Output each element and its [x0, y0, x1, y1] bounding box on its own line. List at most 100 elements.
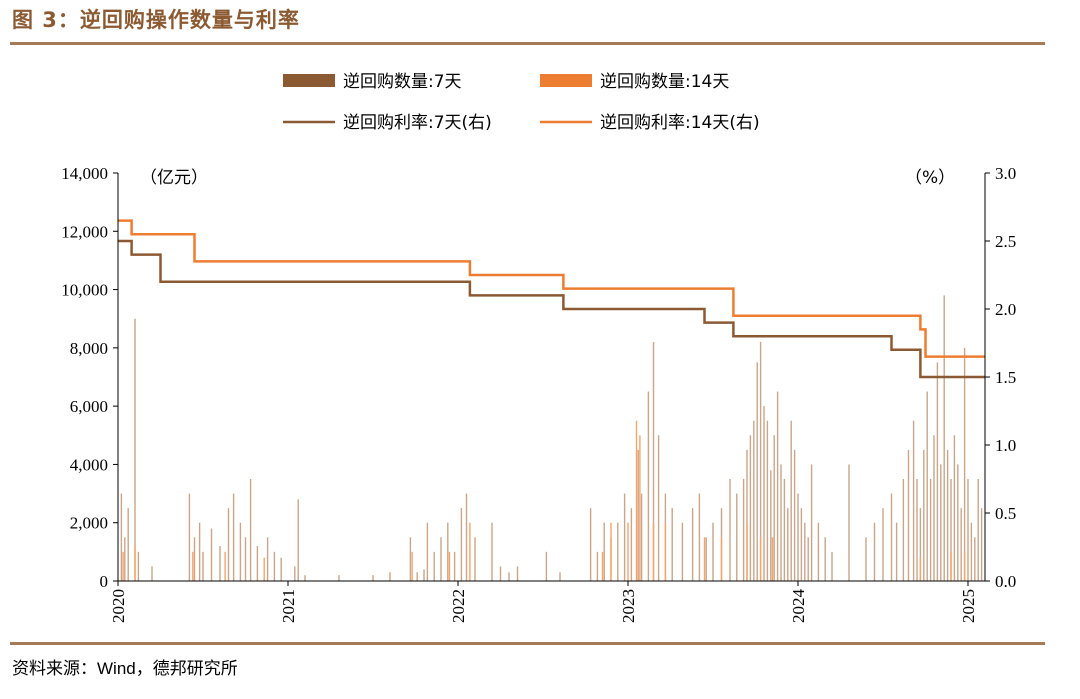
bar-7d	[516, 566, 519, 581]
bar-7d	[797, 493, 799, 581]
bar-7d	[936, 362, 939, 581]
bar-7d	[804, 522, 806, 581]
bar-7d	[919, 508, 922, 581]
bar-7d	[977, 479, 979, 581]
bar-7d	[967, 479, 969, 581]
bar-14d	[610, 522, 612, 581]
bar-7d	[338, 575, 340, 581]
bar-7d	[763, 406, 765, 581]
bar-7d	[232, 493, 235, 581]
bar-14d	[192, 551, 194, 581]
right-tick-label: 0.0	[995, 572, 1016, 591]
bar-7d	[474, 537, 476, 581]
bar-14d	[639, 435, 641, 581]
x-tick-label: 2024	[789, 589, 808, 624]
bar-7d	[508, 572, 510, 581]
bar-14d	[601, 551, 604, 581]
bar-7d	[940, 464, 942, 581]
bar-7d	[423, 569, 425, 581]
left-tick-label: 8,000	[70, 339, 108, 358]
bar-7d	[127, 508, 129, 581]
bar-7d	[749, 435, 752, 581]
bar-7d	[848, 464, 850, 581]
bar-7d	[647, 391, 650, 581]
bar-7d	[950, 479, 952, 581]
bar-7d	[244, 537, 247, 581]
bar-7d	[776, 391, 779, 581]
bar-7d	[491, 522, 493, 581]
legend-label: 逆回购利率:7天(右)	[343, 113, 492, 133]
bar-14d	[627, 522, 629, 581]
bar-7d	[652, 342, 655, 581]
bar-7d	[219, 546, 221, 581]
bar-7d	[780, 464, 782, 581]
x-tick-label: 2023	[619, 589, 638, 623]
right-tick-label: 2.0	[995, 300, 1016, 319]
bar-7d	[499, 566, 502, 581]
bar-7d	[372, 575, 374, 581]
bar-7d	[249, 479, 252, 581]
bar-14d	[771, 537, 774, 581]
line-rate-14d	[118, 219, 985, 358]
bar-7d	[933, 435, 935, 581]
bar-14d	[224, 551, 226, 581]
right-tick-label: 1.0	[995, 436, 1016, 455]
top-rule	[10, 42, 1045, 45]
bar-7d	[943, 295, 945, 581]
bar-7d	[895, 522, 898, 581]
legend-label: 逆回购利率:14天(右)	[600, 113, 760, 133]
bar-7d	[923, 449, 925, 581]
bar-7d	[589, 508, 592, 581]
bar-7d	[974, 537, 976, 581]
bar-7d	[671, 508, 673, 581]
left-tick-label: 14,000	[61, 164, 108, 183]
bar-7d	[637, 449, 639, 581]
bar-14d	[469, 522, 471, 581]
bar-7d	[810, 464, 813, 581]
bars-7d	[120, 295, 983, 581]
bar-7d	[630, 508, 633, 581]
right-tick-label: 1.5	[995, 368, 1016, 387]
legend-label: 逆回购数量:14天	[600, 72, 729, 92]
left-tick-label: 4,000	[70, 455, 108, 474]
bar-7d	[188, 493, 191, 581]
bar-7d	[202, 551, 204, 581]
bar-7d	[657, 435, 660, 581]
legend-swatch-bar	[540, 74, 592, 87]
bar-7d	[742, 479, 745, 581]
bar-7d	[916, 479, 918, 581]
bar-7d	[912, 420, 915, 581]
bar-7d	[957, 464, 959, 581]
source-note: 资料来源：Wind，德邦研究所	[12, 659, 238, 678]
bar-7d	[193, 537, 196, 581]
bar-7d	[929, 479, 932, 581]
left-tick-label: 6,000	[70, 397, 108, 416]
bar-7d	[753, 420, 755, 581]
bar-7d	[460, 508, 463, 581]
left-unit-label: （亿元）	[140, 168, 208, 188]
legend-swatch-bar	[283, 74, 335, 87]
bar-14d	[919, 557, 922, 581]
figure-title: 图 3：逆回购操作数量与利率	[12, 8, 300, 32]
bar-7d	[759, 342, 762, 581]
bar-14d	[664, 522, 667, 581]
bar-7d	[890, 493, 893, 581]
bar-14d	[746, 522, 748, 581]
bar-7d	[134, 318, 136, 581]
bar-14d	[635, 420, 638, 581]
bar-7d	[294, 566, 296, 581]
bar-7d	[596, 551, 599, 581]
bar-7d	[783, 479, 786, 581]
bar-7d	[756, 362, 758, 581]
bar-14d	[759, 537, 762, 581]
bar-7d	[865, 537, 867, 581]
bar-7d	[120, 493, 123, 581]
bar-7d	[389, 572, 391, 581]
bar-7d	[953, 435, 956, 581]
bar-7d	[440, 537, 442, 581]
bar-7d	[960, 508, 962, 581]
bar-7d	[770, 470, 772, 581]
bar-7d	[409, 537, 412, 581]
bottom-rule	[10, 642, 1045, 645]
bar-7d	[712, 522, 714, 581]
